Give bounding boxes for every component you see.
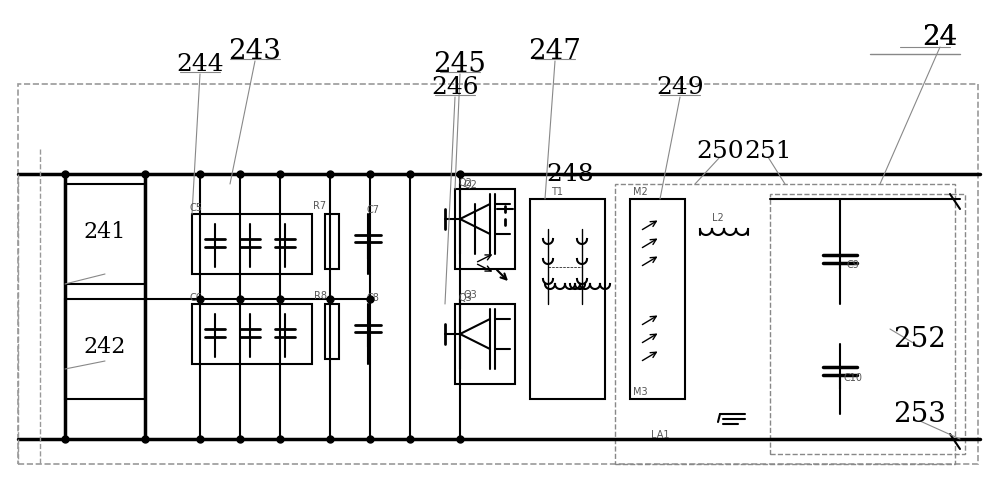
Text: C10: C10 xyxy=(844,372,862,382)
Bar xyxy=(325,305,339,359)
Bar xyxy=(770,195,965,454)
Text: M3: M3 xyxy=(633,386,647,396)
Text: C6: C6 xyxy=(190,292,202,303)
Text: C9: C9 xyxy=(847,260,859,269)
Text: 243: 243 xyxy=(229,39,281,65)
Bar xyxy=(325,215,339,269)
Text: C5: C5 xyxy=(190,203,203,213)
Text: 246: 246 xyxy=(431,76,479,99)
Text: 247: 247 xyxy=(528,39,582,65)
Bar xyxy=(630,200,685,399)
Text: 253: 253 xyxy=(894,401,946,427)
Text: 24: 24 xyxy=(922,24,958,51)
Text: 242: 242 xyxy=(84,335,126,357)
Text: Q2: Q2 xyxy=(463,180,477,190)
Text: R8: R8 xyxy=(314,290,327,301)
Bar xyxy=(192,215,312,274)
Text: 249: 249 xyxy=(656,76,704,99)
Text: 241: 241 xyxy=(84,221,126,243)
Text: 252: 252 xyxy=(894,326,946,353)
Text: L2: L2 xyxy=(712,213,724,223)
Bar xyxy=(530,200,605,399)
Text: 250: 250 xyxy=(696,140,744,163)
Text: C7: C7 xyxy=(367,204,380,215)
Text: Q3: Q3 xyxy=(458,292,472,303)
Text: 244: 244 xyxy=(176,53,224,76)
Bar xyxy=(615,184,955,464)
Bar xyxy=(455,305,515,384)
Text: R7: R7 xyxy=(313,201,327,210)
Text: M2: M2 xyxy=(633,186,647,197)
Bar xyxy=(192,305,312,364)
Bar xyxy=(455,190,515,269)
Text: Q2: Q2 xyxy=(458,178,472,187)
Text: 24: 24 xyxy=(922,24,958,51)
Text: C8: C8 xyxy=(367,292,379,303)
Text: T1: T1 xyxy=(551,186,563,197)
Text: LA1: LA1 xyxy=(651,429,669,439)
Bar xyxy=(65,184,145,285)
Bar xyxy=(18,85,978,464)
Text: 251: 251 xyxy=(744,140,792,163)
Text: 248: 248 xyxy=(546,163,594,186)
Text: 245: 245 xyxy=(434,51,486,79)
Text: Q3: Q3 xyxy=(463,289,477,299)
Bar xyxy=(65,299,145,399)
